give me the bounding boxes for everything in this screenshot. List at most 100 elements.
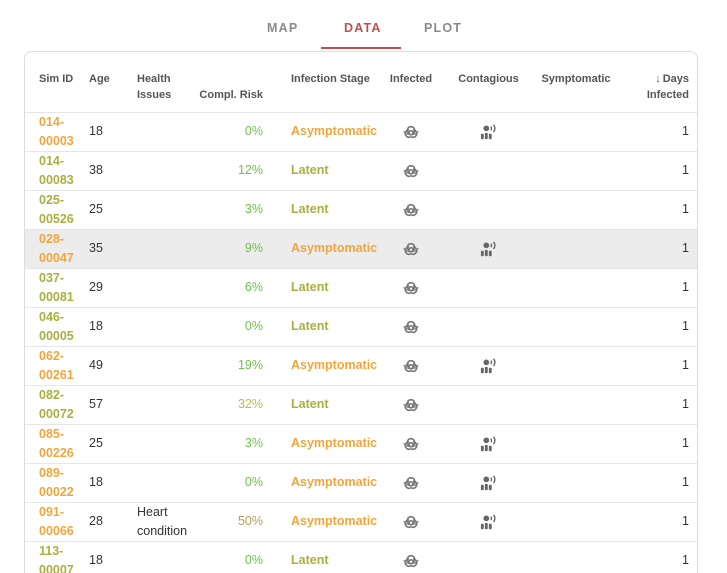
table-row[interactable]: 014- 00003 18 0% Asymptomatic 1 [25,112,697,152]
contagious-person-icon [480,514,496,529]
sim-id-link[interactable]: 028- 00047 [39,230,89,268]
sim-id-link[interactable]: 025- 00526 [39,191,89,229]
table-row[interactable]: 082- 00072 57 32% Latent 1 [25,385,697,425]
header-days-label: Days Infected [646,73,689,101]
biohazard-icon [403,554,419,567]
days-infected-cell: 1 [626,346,697,386]
table-header-row: Sim ID Age Health Issues Compl. Risk Inf… [25,52,697,113]
biohazard-icon [403,398,419,411]
table-row[interactable]: 014- 00083 38 12% Latent 1 [25,151,697,191]
contagious-cell [451,112,526,152]
infection-stage-cell: Latent [267,190,371,230]
sim-id-prefix: 062- [39,348,65,363]
tab-map[interactable]: MAP [267,21,299,35]
table-row[interactable]: 025- 00526 25 3% Latent 1 [25,190,697,230]
infection-stage-cell: Latent [267,385,371,425]
header-infection-stage[interactable]: Infection Stage [267,52,371,113]
sim-id-suffix: 00007 [39,562,74,573]
infected-cell [371,385,451,425]
tab-data[interactable]: DATA [344,21,382,35]
symptomatic-cell [526,502,626,542]
contagious-person-icon [480,436,496,451]
sim-id-link[interactable]: 062- 00261 [39,347,89,385]
infected-cell [371,346,451,386]
symptomatic-cell [526,229,626,269]
age-cell: 35 [89,229,137,269]
sim-id-prefix: 037- [39,270,65,285]
header-contagious[interactable]: Contagious [451,52,526,113]
days-infected-cell: 1 [626,385,697,425]
table-body: 014- 00003 18 0% Asymptomatic 1 014- 00083… [25,112,697,573]
infection-stage-cell: Latent [267,307,371,347]
symptomatic-cell [526,385,626,425]
sim-id-link[interactable]: 046- 00005 [39,308,89,346]
sim-id-link[interactable]: 037- 00081 [39,269,89,307]
sim-id-cell: 025- 00526 [25,190,89,230]
age-cell: 29 [89,268,137,308]
sim-id-suffix: 00526 [39,211,74,226]
health-issues-cell [137,151,199,191]
simulation-table: Sim ID Age Health Issues Compl. Risk Inf… [25,52,697,573]
symptomatic-cell [526,268,626,308]
table-row[interactable]: 085- 00226 25 3% Asymptomatic 1 [25,424,697,464]
age-cell: 18 [89,463,137,503]
biohazard-icon [403,359,419,372]
table-row[interactable]: 028- 00047 35 9% Asymptomatic 1 [25,229,697,269]
header-days-infected[interactable]: ↓ Days Infected [626,52,697,113]
table-row[interactable]: 046- 00005 18 0% Latent 1 [25,307,697,347]
sim-id-link[interactable]: 014- 00003 [39,113,89,151]
sim-id-prefix: 046- [39,309,65,324]
symptomatic-cell [526,112,626,152]
sim-id-link[interactable]: 089- 00022 [39,464,89,502]
header-infected[interactable]: Infected [371,52,451,113]
infected-cell [371,502,451,542]
sim-id-link[interactable]: 085- 00226 [39,425,89,463]
sim-id-link[interactable]: 091- 00066 [39,503,89,541]
health-issues-cell [137,346,199,386]
contagious-cell [451,424,526,464]
sim-id-link[interactable]: 113- 00007 [39,542,89,573]
table-row[interactable]: 037- 00081 29 6% Latent 1 [25,268,697,308]
header-sim-id[interactable]: Sim ID [25,52,89,113]
biohazard-icon [403,281,419,294]
sim-id-cell: 028- 00047 [25,229,89,269]
table-row[interactable]: 089- 00022 18 0% Asymptomatic 1 [25,463,697,503]
sim-id-link[interactable]: 082- 00072 [39,386,89,424]
compl-risk-cell: 0% [199,541,267,573]
days-infected-cell: 1 [626,190,697,230]
sim-id-link[interactable]: 014- 00083 [39,152,89,190]
compl-risk-cell: 0% [199,112,267,152]
days-infected-cell: 1 [626,502,697,542]
table-row[interactable]: 062- 00261 49 19% Asymptomatic 1 [25,346,697,386]
header-compl-risk[interactable]: Compl. Risk [199,52,267,113]
header-age[interactable]: Age [89,52,137,113]
symptomatic-cell [526,541,626,573]
days-infected-cell: 1 [626,151,697,191]
table-row[interactable]: 113- 00007 18 0% Latent 1 [25,541,697,573]
infected-cell [371,424,451,464]
sim-id-suffix: 00226 [39,445,74,460]
sim-id-cell: 089- 00022 [25,463,89,503]
contagious-cell [451,541,526,573]
symptomatic-cell [526,424,626,464]
infection-stage-cell: Latent [267,541,371,573]
compl-risk-cell: 3% [199,424,267,464]
tab-plot[interactable]: PLOT [424,21,463,35]
sim-id-suffix: 00083 [39,172,74,187]
sim-id-cell: 037- 00081 [25,268,89,308]
sim-id-suffix: 00072 [39,406,74,421]
biohazard-icon [403,476,419,489]
sim-id-cell: 046- 00005 [25,307,89,347]
symptomatic-cell [526,190,626,230]
sim-id-prefix: 089- [39,465,65,480]
age-cell: 18 [89,112,137,152]
header-symptomatic[interactable]: Symptomatic [526,52,626,113]
age-cell: 18 [89,307,137,347]
header-health-issues[interactable]: Health Issues [137,52,199,113]
compl-risk-cell: 12% [199,151,267,191]
compl-risk-cell: 0% [199,307,267,347]
age-cell: 57 [89,385,137,425]
contagious-cell [451,502,526,542]
table-row[interactable]: 091- 00066 28 Heart condition 50% Asympto… [25,502,697,542]
infection-stage-cell: Asymptomatic [267,424,377,464]
